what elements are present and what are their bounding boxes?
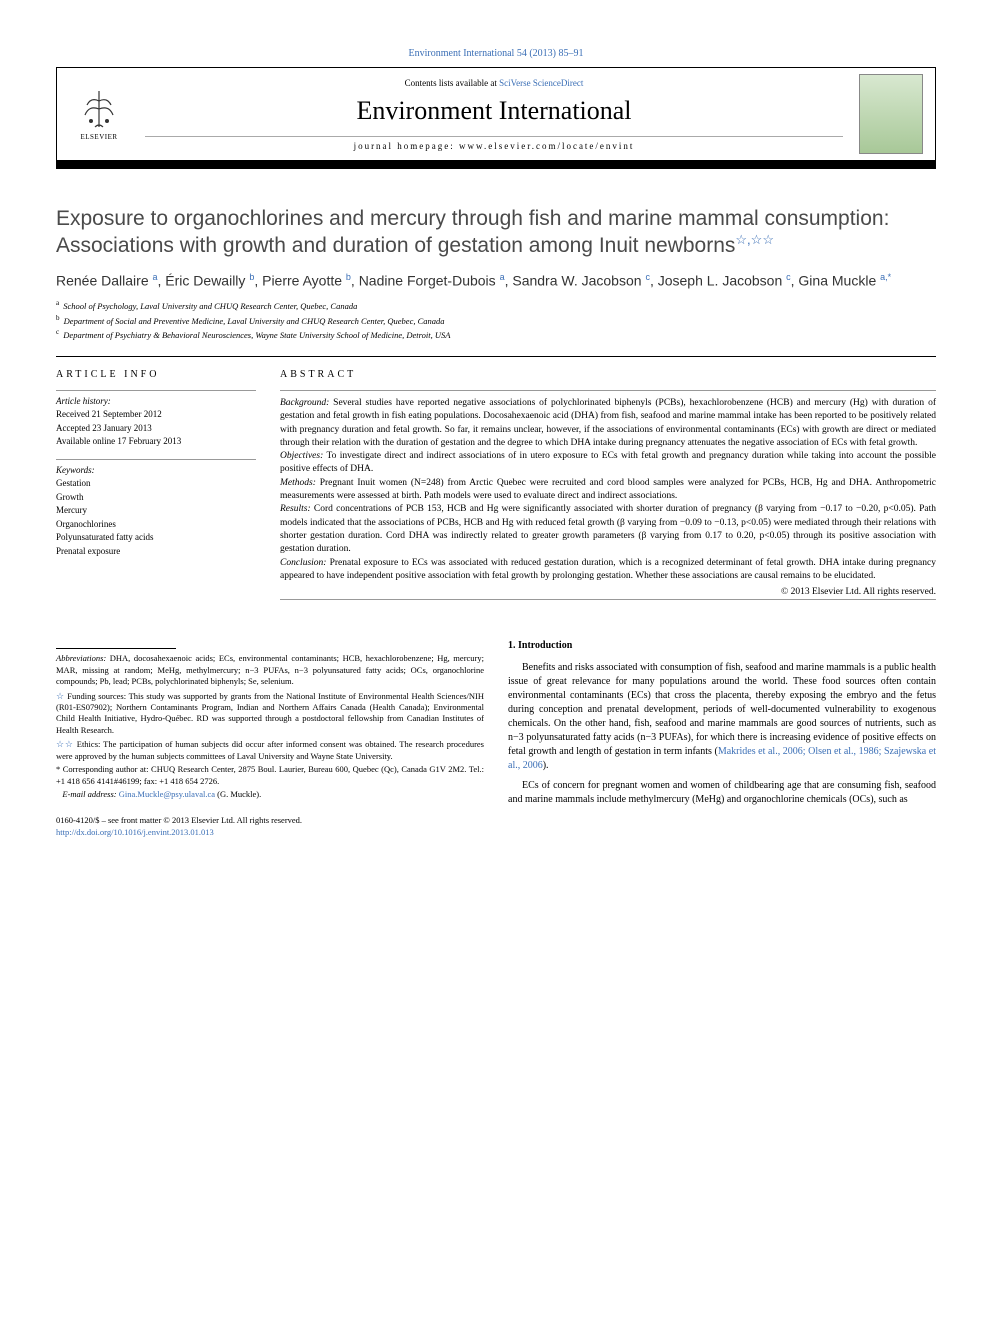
affiliation-line: a School of Psychology, Laval University… xyxy=(56,298,936,313)
intro-p1-a: Benefits and risks associated with consu… xyxy=(508,662,936,757)
scidirect-link[interactable]: SciVerse ScienceDirect xyxy=(499,78,583,88)
abstract-background-label: Background: xyxy=(280,398,329,408)
abstract-objectives-text: To investigate direct and indirect assoc… xyxy=(280,451,936,474)
keyword-item: Polyunsaturated fatty acids xyxy=(56,531,256,545)
info-divider xyxy=(56,459,256,460)
abbreviations-footnote: Abbreviations: DHA, docosahexaenoic acid… xyxy=(56,653,484,687)
elsevier-tree-icon xyxy=(77,87,121,131)
abstract-heading: ABSTRACT xyxy=(280,369,936,380)
affiliation-line: c Department of Psychiatry & Behavioral … xyxy=(56,327,936,342)
email-label: E-mail address: xyxy=(62,789,116,799)
affiliations-list: a School of Psychology, Laval University… xyxy=(56,298,936,342)
abstract-background-text: Several studies have reported negative a… xyxy=(280,398,936,448)
journal-name: Environment International xyxy=(145,96,843,126)
contents-available-line: Contents lists available at SciVerse Sci… xyxy=(145,78,843,88)
article-history-lines: Received 21 September 2012Accepted 23 Ja… xyxy=(56,408,256,449)
article-title: Exposure to organochlorines and mercury … xyxy=(56,205,936,260)
author-list: Renée Dallaire a, Éric Dewailly b, Pierr… xyxy=(56,272,936,289)
article-history-label: Article history: xyxy=(56,396,111,406)
intro-p2: ECs of concern for pregnant women and wo… xyxy=(508,779,936,807)
abstract-bottom-divider xyxy=(280,599,936,600)
keyword-item: Mercury xyxy=(56,504,256,518)
page-footer: 0160-4120/$ – see front matter © 2013 El… xyxy=(56,815,484,839)
keyword-item: Growth xyxy=(56,491,256,505)
ethics-mark: ☆☆ xyxy=(56,739,74,749)
abstract-results-text: Cord concentrations of PCB 153, HCB and … xyxy=(280,504,936,554)
journal-cover-thumbnail xyxy=(859,74,923,154)
funding-text: Funding sources: This study was supporte… xyxy=(56,691,484,735)
homepage-prefix: journal homepage: xyxy=(354,141,459,151)
journal-homepage-line: journal homepage: www.elsevier.com/locat… xyxy=(145,136,843,151)
publisher-name: ELSEVIER xyxy=(80,133,117,141)
introduction-heading: 1. Introduction xyxy=(508,640,936,651)
journal-homepage-url[interactable]: www.elsevier.com/locate/envint xyxy=(459,141,634,151)
ethics-text: Ethics: The participation of human subje… xyxy=(56,739,484,760)
abstract-methods-text: Pregnant Inuit women (N=248) from Arctic… xyxy=(280,478,936,501)
contents-prefix: Contents lists available at xyxy=(405,78,499,88)
keywords-label: Keywords: xyxy=(56,465,95,475)
funding-mark: ☆ xyxy=(56,691,65,701)
keyword-item: Prenatal exposure xyxy=(56,545,256,559)
keyword-item: Organochlorines xyxy=(56,518,256,532)
history-line: Accepted 23 January 2013 xyxy=(56,422,256,436)
history-line: Available online 17 February 2013 xyxy=(56,435,256,449)
ethics-footnote: ☆☆ Ethics: The participation of human su… xyxy=(56,738,484,762)
funding-footnote: ☆ Funding sources: This study was suppor… xyxy=(56,690,484,737)
section-divider xyxy=(56,356,936,357)
header-divider-bar xyxy=(56,161,936,169)
intro-p1-b: ). xyxy=(543,760,549,771)
abstract-objectives-label: Objectives: xyxy=(280,451,323,461)
doi-link[interactable]: http://dx.doi.org/10.1016/j.envint.2013.… xyxy=(56,827,484,839)
abbrev-label: Abbreviations: xyxy=(56,653,106,663)
corresponding-author-footnote: * Corresponding author at: CHUQ Research… xyxy=(56,764,484,787)
article-info-heading: ARTICLE INFO xyxy=(56,369,256,380)
footer-copyright-line: 0160-4120/$ – see front matter © 2013 El… xyxy=(56,815,484,827)
keywords-list: GestationGrowthMercuryOrganochlorinesPol… xyxy=(56,477,256,558)
email-who: (G. Muckle). xyxy=(215,789,261,799)
info-divider xyxy=(56,390,256,391)
affiliation-line: b Department of Social and Preventive Me… xyxy=(56,313,936,328)
keyword-item: Gestation xyxy=(56,477,256,491)
publisher-logo: ELSEVIER xyxy=(69,82,129,146)
abstract-conclusion-label: Conclusion: xyxy=(280,558,326,568)
abstract-conclusion-text: Prenatal exposure to ECs was associated … xyxy=(280,558,936,581)
email-footnote: E-mail address: Gina.Muckle@psy.ulaval.c… xyxy=(56,789,484,800)
title-footnote-marks[interactable]: ☆,☆☆ xyxy=(735,232,774,247)
corr-text: Corresponding author at: CHUQ Research C… xyxy=(56,764,484,785)
footnotes-block: Abbreviations: DHA, docosahexaenoic acid… xyxy=(56,648,484,801)
abstract-methods-label: Methods: xyxy=(280,478,316,488)
abbrev-text: DHA, docosahexaenoic acids; ECs, environ… xyxy=(56,653,484,686)
history-line: Received 21 September 2012 xyxy=(56,408,256,422)
abstract-divider xyxy=(280,390,936,391)
abstract-copyright: © 2013 Elsevier Ltd. All rights reserved… xyxy=(280,587,936,597)
introduction-body: Benefits and risks associated with consu… xyxy=(508,661,936,807)
journal-citation[interactable]: Environment International 54 (2013) 85–9… xyxy=(56,48,936,59)
footnote-rule xyxy=(56,648,176,649)
abstract-body: Background: Several studies have reporte… xyxy=(280,397,936,583)
abstract-results-label: Results: xyxy=(280,504,311,514)
email-link[interactable]: Gina.Muckle@psy.ulaval.ca xyxy=(117,789,215,799)
journal-header: ELSEVIER Contents lists available at Sci… xyxy=(56,67,936,161)
